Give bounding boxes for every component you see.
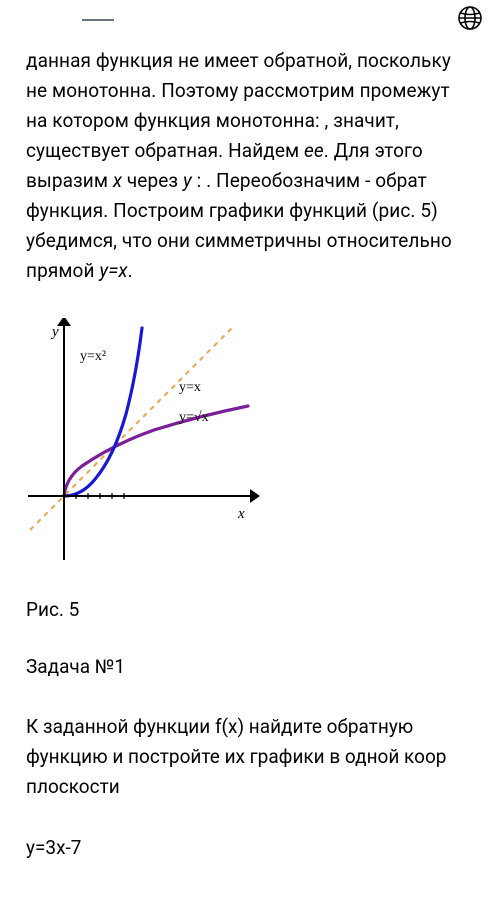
task-body: К заданной функции f(x) найдите обратную… (0, 712, 500, 802)
text-line: прямой y=x. (26, 256, 478, 286)
svg-text:y: y (50, 324, 59, 340)
hamburger-icon[interactable] (82, 19, 114, 21)
text-line: данная функция не имеет обратной, поскол… (26, 46, 478, 76)
text-line: не монотонна. Поэтому рассмотрим промежу… (26, 76, 478, 106)
svg-text:y=x²: y=x² (80, 349, 106, 364)
text-line: К заданной функции f(x) найдите обратную (26, 712, 478, 742)
task-formula: y=3x-7 (0, 836, 500, 859)
svg-text:y=x: y=x (179, 380, 201, 395)
task-title: Задача №1 (0, 655, 500, 678)
text-line: функцию и постройте их графики в одной к… (26, 742, 478, 772)
figure-caption: Рис. 5 (0, 598, 500, 621)
document-text: данная функция не имеет обратной, поскол… (0, 40, 500, 286)
text-line: существует обратная. Найдем ее. Для этог… (26, 136, 478, 166)
svg-text:x: x (237, 506, 245, 522)
text-line: функция. Построим графики функций (рис. … (26, 196, 478, 226)
text-line: выразим x через y : . Переобозначим - об… (26, 166, 478, 196)
top-bar (0, 0, 500, 40)
text-line: убедимся, что они симметричны относитель… (26, 226, 478, 256)
globe-icon[interactable] (456, 4, 484, 36)
text-line: плоскости (26, 772, 478, 802)
figure-5-chart: y x y=x² y=x y=√x (24, 318, 500, 570)
text-line: на котором функция монотонна: , значит, (26, 106, 478, 136)
svg-text:y=√x: y=√x (179, 410, 209, 425)
